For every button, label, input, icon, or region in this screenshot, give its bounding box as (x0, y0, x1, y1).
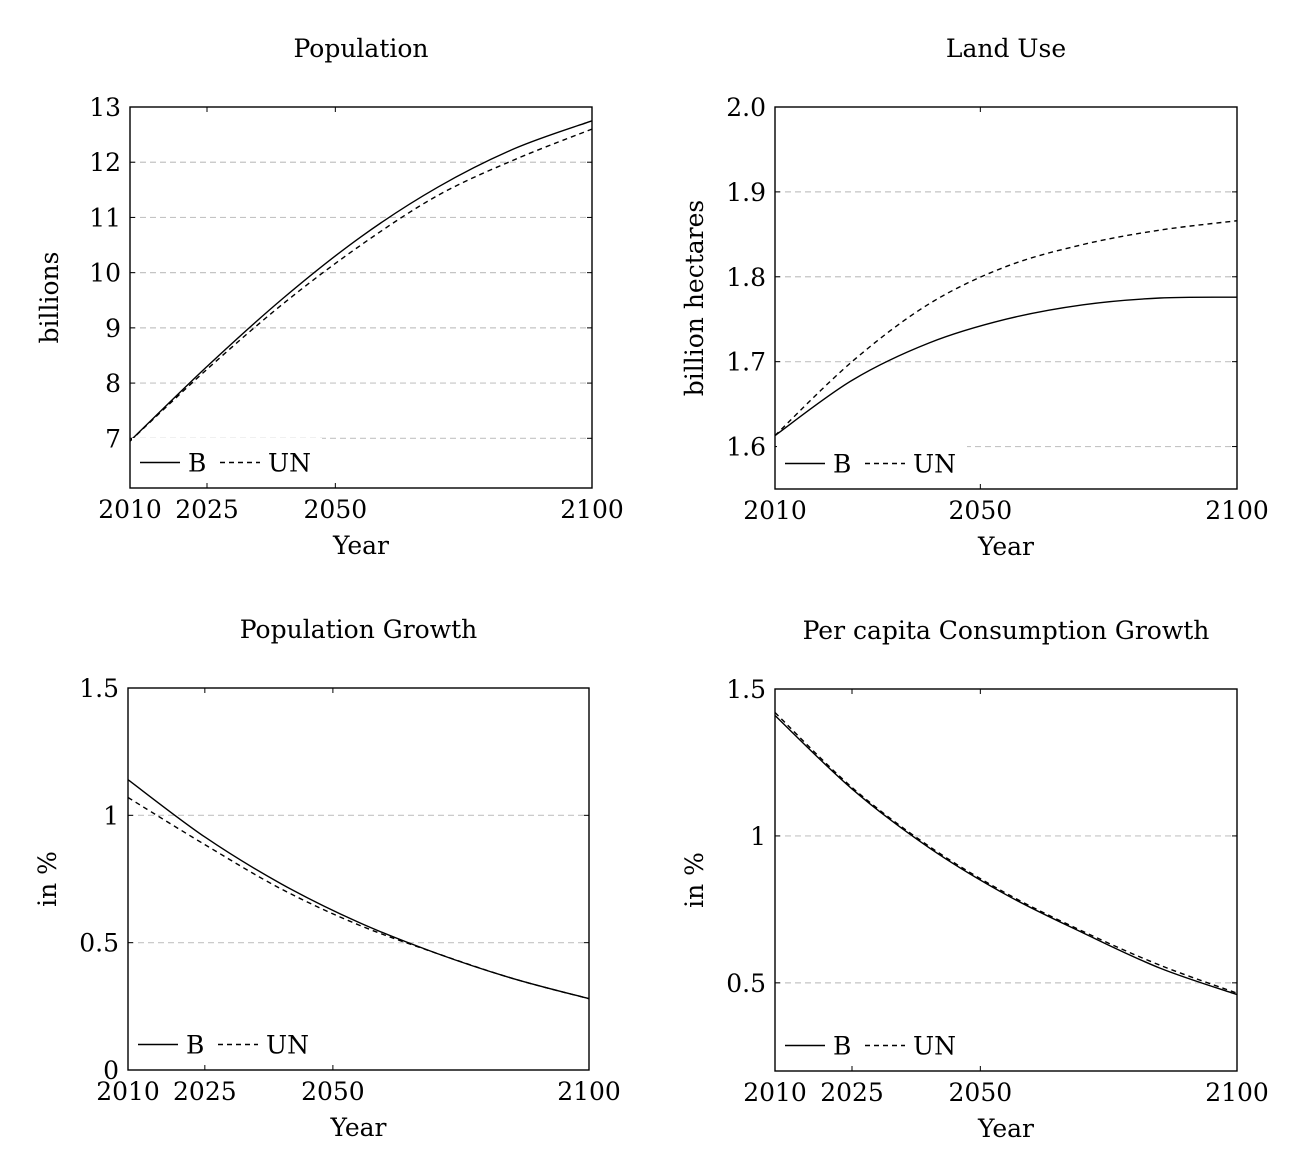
x-axis-label: Year (977, 532, 1034, 561)
series-line-b (127, 779, 590, 1000)
legend-box (777, 439, 967, 484)
plot-frame (127, 687, 590, 1071)
y-axis-label: in % (33, 851, 62, 907)
x-tick-label: 2025 (175, 495, 239, 524)
series-line-b (774, 714, 1238, 996)
plot-frame (774, 688, 1238, 1072)
y-axis-label: in % (680, 852, 709, 908)
legend-label-un: UN (913, 450, 956, 479)
y-tick-label: 2.0 (726, 93, 766, 122)
series-line-un (129, 128, 593, 442)
y-tick-label: 12 (89, 148, 121, 177)
legend-label-un: UN (268, 449, 311, 478)
x-tick-label: 2025 (173, 1077, 237, 1106)
legend-box (130, 1020, 320, 1065)
x-axis-label: Year (330, 1113, 387, 1142)
legend-label-b: B (833, 450, 851, 479)
x-tick-label: 2025 (820, 1078, 884, 1107)
y-tick-label: 10 (89, 259, 121, 288)
chart-title: Population Growth (240, 615, 478, 644)
legend-label-b: B (186, 1031, 204, 1060)
y-tick-label: 0 (103, 1056, 119, 1085)
x-tick-label: 2100 (560, 495, 624, 524)
y-axis-label: billion hectares (680, 200, 709, 397)
x-tick-label: 2050 (301, 1077, 365, 1106)
x-tick-label: 2010 (743, 1078, 807, 1107)
y-tick-label: 1.5 (79, 674, 119, 703)
y-tick-label: 1.5 (726, 675, 766, 704)
chart-svg: 2010 2025 2050 2100 0 0.5 1 1.5 Population Growt… (33, 615, 621, 1142)
x-axis-label: Year (977, 1114, 1034, 1143)
y-tick-label: 0.5 (79, 929, 119, 958)
x-tick-label: 2100 (557, 1077, 621, 1106)
y-tick-label: 9 (105, 314, 121, 343)
chart-population: 2010 2025 2050 2100 7 8 9 10 11 12 13 Population Yea… (0, 0, 647, 585)
series-line-b (129, 120, 593, 442)
y-tick-label: 8 (105, 369, 121, 398)
x-tick-label: 2010 (96, 1077, 160, 1106)
y-tick-label: 13 (89, 93, 121, 122)
series-line-un (774, 220, 1238, 437)
legend-label-b: B (833, 1032, 851, 1061)
x-tick-label: 2050 (949, 1078, 1013, 1107)
legend-box (132, 438, 322, 483)
chart-svg: 2010 2025 2050 2100 0.5 1 1.5 Per capita Consum… (680, 616, 1269, 1143)
legend-label-un: UN (913, 1032, 956, 1061)
chart-consumption-growth: 2010 2025 2050 2100 0.5 1 1.5 Per capita Consum… (647, 585, 1294, 1170)
chart-title: Population (293, 34, 428, 63)
x-tick-label: 2010 (743, 496, 807, 525)
chart-title: Per capita Consumption Growth (803, 616, 1210, 645)
y-tick-label: 1.6 (726, 433, 766, 462)
y-tick-label: 1.8 (726, 263, 766, 292)
x-tick-label: 2100 (1205, 1078, 1269, 1107)
y-tick-label: 7 (105, 424, 121, 453)
y-axis-label: billions (35, 252, 64, 344)
y-tick-label: 11 (89, 203, 121, 232)
chart-land-use: 2010 2050 2100 1.6 1.7 1.8 1.9 2.0 Land Use Year b… (647, 0, 1294, 585)
legend-label-un: UN (266, 1031, 309, 1060)
x-axis-label: Year (332, 531, 389, 560)
plot-frame (774, 106, 1238, 490)
x-tick-label: 2100 (1205, 496, 1269, 525)
x-tick-label: 2050 (949, 496, 1013, 525)
chart-svg: 2010 2025 2050 2100 7 8 9 10 11 12 13 Population Yea… (35, 34, 624, 560)
x-tick-label: 2010 (98, 495, 162, 524)
y-tick-label: 1.9 (726, 178, 766, 207)
series-line-un (774, 712, 1238, 994)
y-tick-label: 1 (750, 822, 766, 851)
y-tick-label: 1 (103, 801, 119, 830)
plot-frame (129, 106, 593, 489)
legend-box (777, 1021, 967, 1066)
y-tick-label: 0.5 (726, 969, 766, 998)
x-tick-label: 2050 (304, 495, 368, 524)
chart-title: Land Use (946, 34, 1066, 63)
chart-svg: 2010 2050 2100 1.6 1.7 1.8 1.9 2.0 Land Use Year b… (680, 34, 1269, 561)
y-tick-label: 1.7 (726, 348, 766, 377)
series-line-b (774, 296, 1238, 437)
series-line-un (127, 796, 590, 1000)
legend-label-b: B (188, 449, 206, 478)
chart-population-growth: 2010 2025 2050 2100 0 0.5 1 1.5 Population Growt… (0, 585, 647, 1170)
